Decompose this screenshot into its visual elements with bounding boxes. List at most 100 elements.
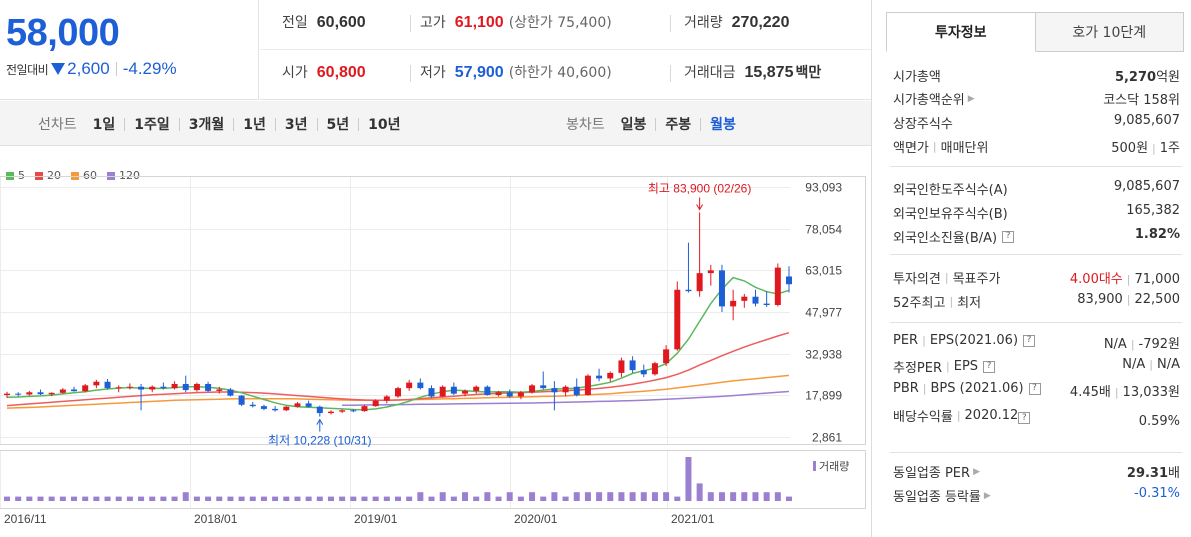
volume-bar xyxy=(741,492,748,501)
amount-unit: 백만 xyxy=(795,64,822,80)
volume-bar xyxy=(517,496,524,501)
per-value: N/A xyxy=(1103,337,1127,352)
par-value: 500원 xyxy=(1111,141,1149,156)
foreign-hold-value: 165,382 xyxy=(1126,203,1180,218)
row-industry-change: 동일업종 등락률 ▶ -0.31% xyxy=(890,483,1182,505)
quote-row-2: 시가 60,800 저가 57,900 (하한가 40,600) 거래대금 15… xyxy=(260,50,871,100)
line-chart-periods: 선차트 1일 1주일 3개월 1년 3년 5년 10년 xyxy=(38,114,403,134)
divider xyxy=(274,117,276,131)
candlestick-chart-svg[interactable]: 2016/11 2018/01 2019/01 2020/01 2021/01 93,09… xyxy=(0,147,871,537)
opinion-target-value: 4.00대수 | 71,000 xyxy=(1070,268,1180,287)
tab-investment-info[interactable]: 투자정보 xyxy=(886,12,1036,52)
industry-per-label[interactable]: 동일업종 PER ▶ xyxy=(893,462,980,481)
foreign-limit-label: 외국인한도주식수(A) xyxy=(893,183,1008,198)
listed-shares-value: 9,085,607 xyxy=(1113,113,1180,128)
candle-body xyxy=(126,386,133,388)
volume-bar xyxy=(350,496,357,501)
period-10y-button[interactable]: 10년 xyxy=(368,117,401,133)
section-industry: 동일업종 PER ▶ 29.31배 동일업종 등락률 ▶ -0.31% xyxy=(890,452,1182,508)
legend-label: 120 xyxy=(119,169,140,182)
period-3m-button[interactable]: 3개월 xyxy=(188,117,225,133)
volume-bar xyxy=(663,492,670,501)
legend-swatch xyxy=(6,171,14,180)
divider xyxy=(124,117,126,131)
row-industry-per: 동일업종 PER ▶ 29.31배 xyxy=(890,459,1182,481)
price-chart[interactable]: 5 20 60 120 2016/11 2018/01 2019/01 2020/01… xyxy=(0,147,871,537)
ma120-line xyxy=(342,390,790,407)
candle-body xyxy=(428,388,435,397)
candle-body xyxy=(283,406,290,411)
candle-body xyxy=(450,386,457,394)
volume-bar xyxy=(104,496,111,501)
period-1w-button[interactable]: 1주일 xyxy=(134,117,170,133)
trade-amount: 거래대금 15,875 백만 xyxy=(684,62,821,82)
par-trade-label: 액면가 | 매매단위 xyxy=(893,137,988,156)
candle-body xyxy=(238,395,245,405)
volume-bar xyxy=(607,492,614,501)
price-summary: 58,000 전일대비 2,600 -4.29% xyxy=(0,0,259,100)
candle-body xyxy=(640,370,647,375)
period-1y-button[interactable]: 1년 xyxy=(243,117,266,133)
per-eps-label: PER | EPS(2021.06)? xyxy=(893,333,1036,348)
candle-body xyxy=(752,296,759,304)
par-label: 액면가 xyxy=(893,141,929,156)
open-label: 시가 xyxy=(282,65,308,81)
quote-row-1: 전일 60,600 고가 61,100 (상한가 75,400) 거래량 270… xyxy=(260,0,871,50)
candle-body xyxy=(227,389,234,396)
volume-bar xyxy=(450,496,457,501)
volume-bar xyxy=(4,496,10,501)
divider: | xyxy=(946,360,950,373)
monthly-candle-button[interactable]: 월봉 xyxy=(710,117,736,133)
daily-candle-button[interactable]: 일봉 xyxy=(620,117,647,133)
tab-order-book[interactable]: 호가 10단계 xyxy=(1035,12,1184,52)
volume-bar xyxy=(193,496,200,501)
volume-bar xyxy=(361,496,368,501)
candle-body xyxy=(573,386,580,396)
help-icon[interactable]: ? xyxy=(1028,382,1041,395)
candle-body xyxy=(316,406,323,414)
foreign-hold-label: 외국인보유주식수(B) xyxy=(893,207,1008,222)
market-cap-rank-label[interactable]: 시가총액순위 ▶ xyxy=(893,89,975,108)
candle-body xyxy=(774,267,781,306)
volume-bar xyxy=(629,492,636,501)
change-line: 전일대비 2,600 -4.29% xyxy=(6,59,177,79)
volume-bar xyxy=(93,496,100,501)
candle-body xyxy=(651,363,658,375)
candle-body xyxy=(685,289,692,292)
candle-body xyxy=(629,360,636,371)
help-icon[interactable]: ? xyxy=(983,360,996,373)
help-icon[interactable]: ? xyxy=(1023,334,1036,347)
amount-value: 15,875 xyxy=(744,64,794,81)
high-arrow-head xyxy=(696,204,704,211)
candle-body xyxy=(484,386,491,396)
volume-bar xyxy=(763,492,770,501)
candle-body xyxy=(763,303,770,306)
divider: | xyxy=(922,382,927,395)
help-icon[interactable]: ? xyxy=(1002,230,1015,243)
period-5y-button[interactable]: 5년 xyxy=(326,117,350,133)
industry-per-unit: 배 xyxy=(1168,466,1180,481)
volume-bar xyxy=(71,496,78,501)
period-3y-button[interactable]: 3년 xyxy=(284,117,308,133)
dividend-text: 배당수익률 xyxy=(893,410,953,425)
help-icon[interactable]: ? xyxy=(1018,412,1031,424)
trade-unit-label: 매매단위 xyxy=(940,141,989,156)
volume-legend-label: 거래량 xyxy=(819,460,850,473)
candle-chart-periods: 봉차트 일봉 주봉 월봉 xyxy=(566,114,738,134)
volume-bar xyxy=(707,492,714,501)
foreign-limit-value: 9,085,607 xyxy=(1113,179,1180,194)
candle-body xyxy=(4,393,10,396)
divider xyxy=(358,117,360,131)
industry-change-label[interactable]: 동일업종 등락률 ▶ xyxy=(893,486,991,505)
chart-toolbar: 선차트 1일 1주일 3개월 1년 3년 5년 10년 봉차트 일봉 주봉 월봉 xyxy=(0,101,871,146)
volume-bar xyxy=(395,496,401,501)
period-1d-button[interactable]: 1일 xyxy=(92,117,116,133)
weekly-candle-button[interactable]: 주봉 xyxy=(665,117,692,133)
ma-legend: 5 20 60 120 xyxy=(6,169,140,182)
legend-label: 20 xyxy=(47,169,61,182)
dividend-label: 배당수익률 | 2020.12? xyxy=(893,406,1043,425)
prev-close-label: 전일 xyxy=(282,15,308,31)
volume-bar xyxy=(506,492,513,501)
candle-body xyxy=(260,406,267,409)
industry-change-value: -0.31% xyxy=(1134,486,1180,501)
